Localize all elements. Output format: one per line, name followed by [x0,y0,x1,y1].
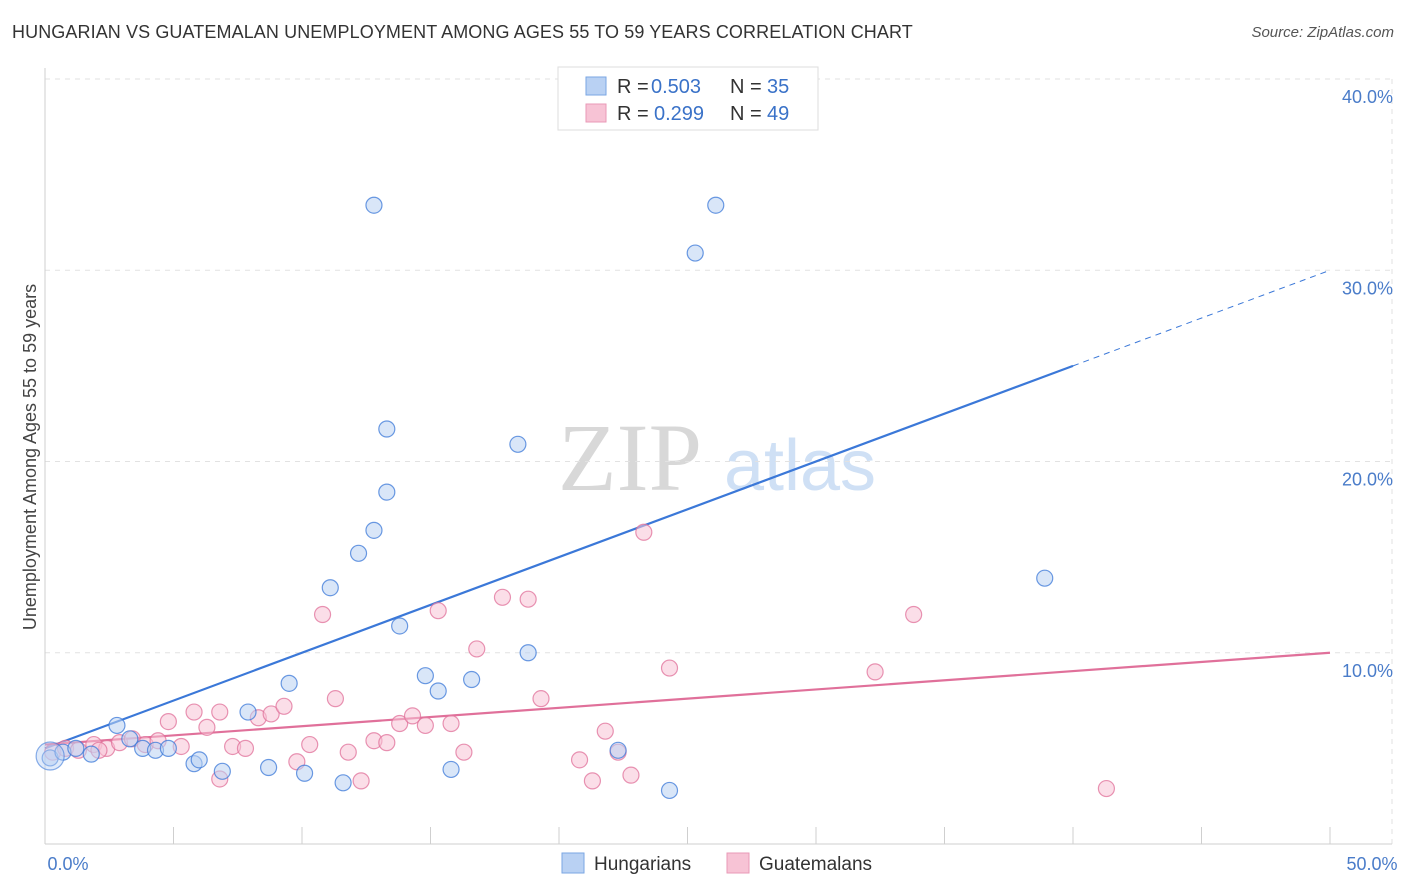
point-guatemalans-30 [416,716,434,735]
point-hungarians-18 [349,544,368,562]
point-guatemalans-47 [1097,779,1116,798]
point-hungarians-32 [686,244,704,262]
bottom-legend-label-hungarians: Hungarians [594,854,691,875]
point-hungarians-30 [609,741,627,759]
point-guatemalans-39 [583,772,602,790]
point-guatemalans-25 [352,772,370,790]
point-guatemalans-45 [866,663,884,681]
axes: 10.0% 20.0% 30.0% 40.0% [44,68,1393,845]
chart-title: HUNGARIAN VS GUATEMALAN UNEMPLOYMENT AMO… [12,22,913,42]
y-tick-label-1: 20.0% [1342,470,1393,490]
point-guatemalans-37 [532,690,550,708]
x-tick-label-1: 50.0% [1346,854,1397,874]
point-guatemalans-9 [159,712,177,731]
y-tick-label-3: 40.0% [1342,87,1393,107]
point-hungarians-4 [108,716,126,735]
point-hungarians-33 [707,196,725,214]
point-guatemalans-28 [391,714,409,733]
point-hungarians-15 [295,764,314,782]
point-hungarians-12 [239,703,257,721]
bottom-legend-label-guatemalans: Guatemalans [759,854,872,875]
legend-swatch-hungarians [585,76,607,96]
legend: R = 0.503 N = 35 R = 0.299 N = 49 [557,66,819,131]
x-tick-label-0: 0.0% [47,854,88,874]
bottom-legend-swatch-hungarians [561,852,585,874]
gridlines [45,78,1393,844]
point-guatemalans-22 [313,605,332,624]
point-cluster-origin [35,741,65,771]
data-points [35,196,1116,800]
point-guatemalans-35 [493,588,512,606]
point-hungarians-2 [67,739,85,757]
watermark-zip: ZIP [558,404,702,511]
point-hungarians-34 [1036,569,1054,587]
point-guatemalans-24 [339,743,357,761]
point-guatemalans-36 [519,590,537,608]
point-hungarians-3 [82,745,100,763]
legend-n-value-1: 49 [767,103,789,125]
point-guatemalans-27 [378,734,396,752]
legend-n-label-1: N = [730,103,762,125]
point-guatemalans-19 [275,697,293,715]
point-hungarians-26 [378,420,396,438]
y-axis-label: Unemployment Among Ages 55 to 59 years [20,284,40,630]
point-hungarians-11 [213,762,231,780]
point-guatemalans-21 [301,735,319,754]
legend-r-label-1: R = [617,103,649,125]
point-guatemalans-38 [570,751,589,769]
point-hungarians-5 [121,730,139,748]
point-guatemalans-13 [211,703,229,721]
point-guatemalans-31 [429,602,447,620]
point-hungarians-31 [660,781,679,800]
legend-r-label-0: R = [617,76,649,98]
point-guatemalans-16 [236,739,255,757]
point-hungarians-20 [378,483,396,501]
point-hungarians-23 [429,682,447,700]
bottom-legend: Hungarians Guatemalans [561,852,872,875]
point-guatemalans-23 [326,690,345,708]
y-tick-label-2: 30.0% [1342,278,1393,298]
watermark-atlas: atlas [724,426,876,506]
y-tick-label-0: 10.0% [1342,661,1393,681]
point-guatemalans-44 [660,659,679,677]
point-hungarians-17 [334,774,352,792]
point-guatemalans-46 [905,605,923,624]
point-guatemalans-29 [403,707,422,725]
point-hungarians-14 [280,674,298,692]
point-hungarians-22 [416,667,434,685]
legend-n-label-0: N = [730,76,762,98]
source-credit: Source: ZipAtlas.com [1251,24,1394,41]
point-guatemalans-40 [596,722,614,740]
point-hungarians-21 [391,617,409,635]
legend-swatch-guatemalans [585,103,607,123]
point-guatemalans-11 [185,703,203,721]
trend-line-ext-0 [1072,269,1331,367]
point-hungarians-27 [463,670,481,689]
point-guatemalans-33 [455,743,473,761]
point-guatemalans-42 [622,766,640,784]
point-hungarians-28 [509,435,527,453]
legend-r-value-1: 0.299 [654,103,704,125]
point-guatemalans-34 [468,640,486,658]
legend-n-value-0: 35 [767,76,789,98]
point-hungarians-10 [190,751,208,769]
bottom-legend-swatch-guatemalans [726,852,750,874]
point-hungarians-24 [442,760,460,779]
point-hungarians-8 [159,739,177,757]
legend-r-value-0: 0.503 [651,76,701,98]
point-guatemalans-32 [442,714,460,733]
point-hungarians-13 [259,758,278,777]
trend-line-1 [44,651,1331,746]
point-guatemalans-18 [262,705,280,723]
trend-lines [44,269,1331,750]
point-guatemalans-43 [635,523,653,541]
trend-line-0 [44,364,1074,750]
point-hungarians-25 [365,196,383,214]
point-hungarians-29 [519,644,537,662]
point-hungarians-19 [365,521,383,539]
point-hungarians-16 [321,579,339,597]
point-guatemalans-12 [198,718,216,736]
